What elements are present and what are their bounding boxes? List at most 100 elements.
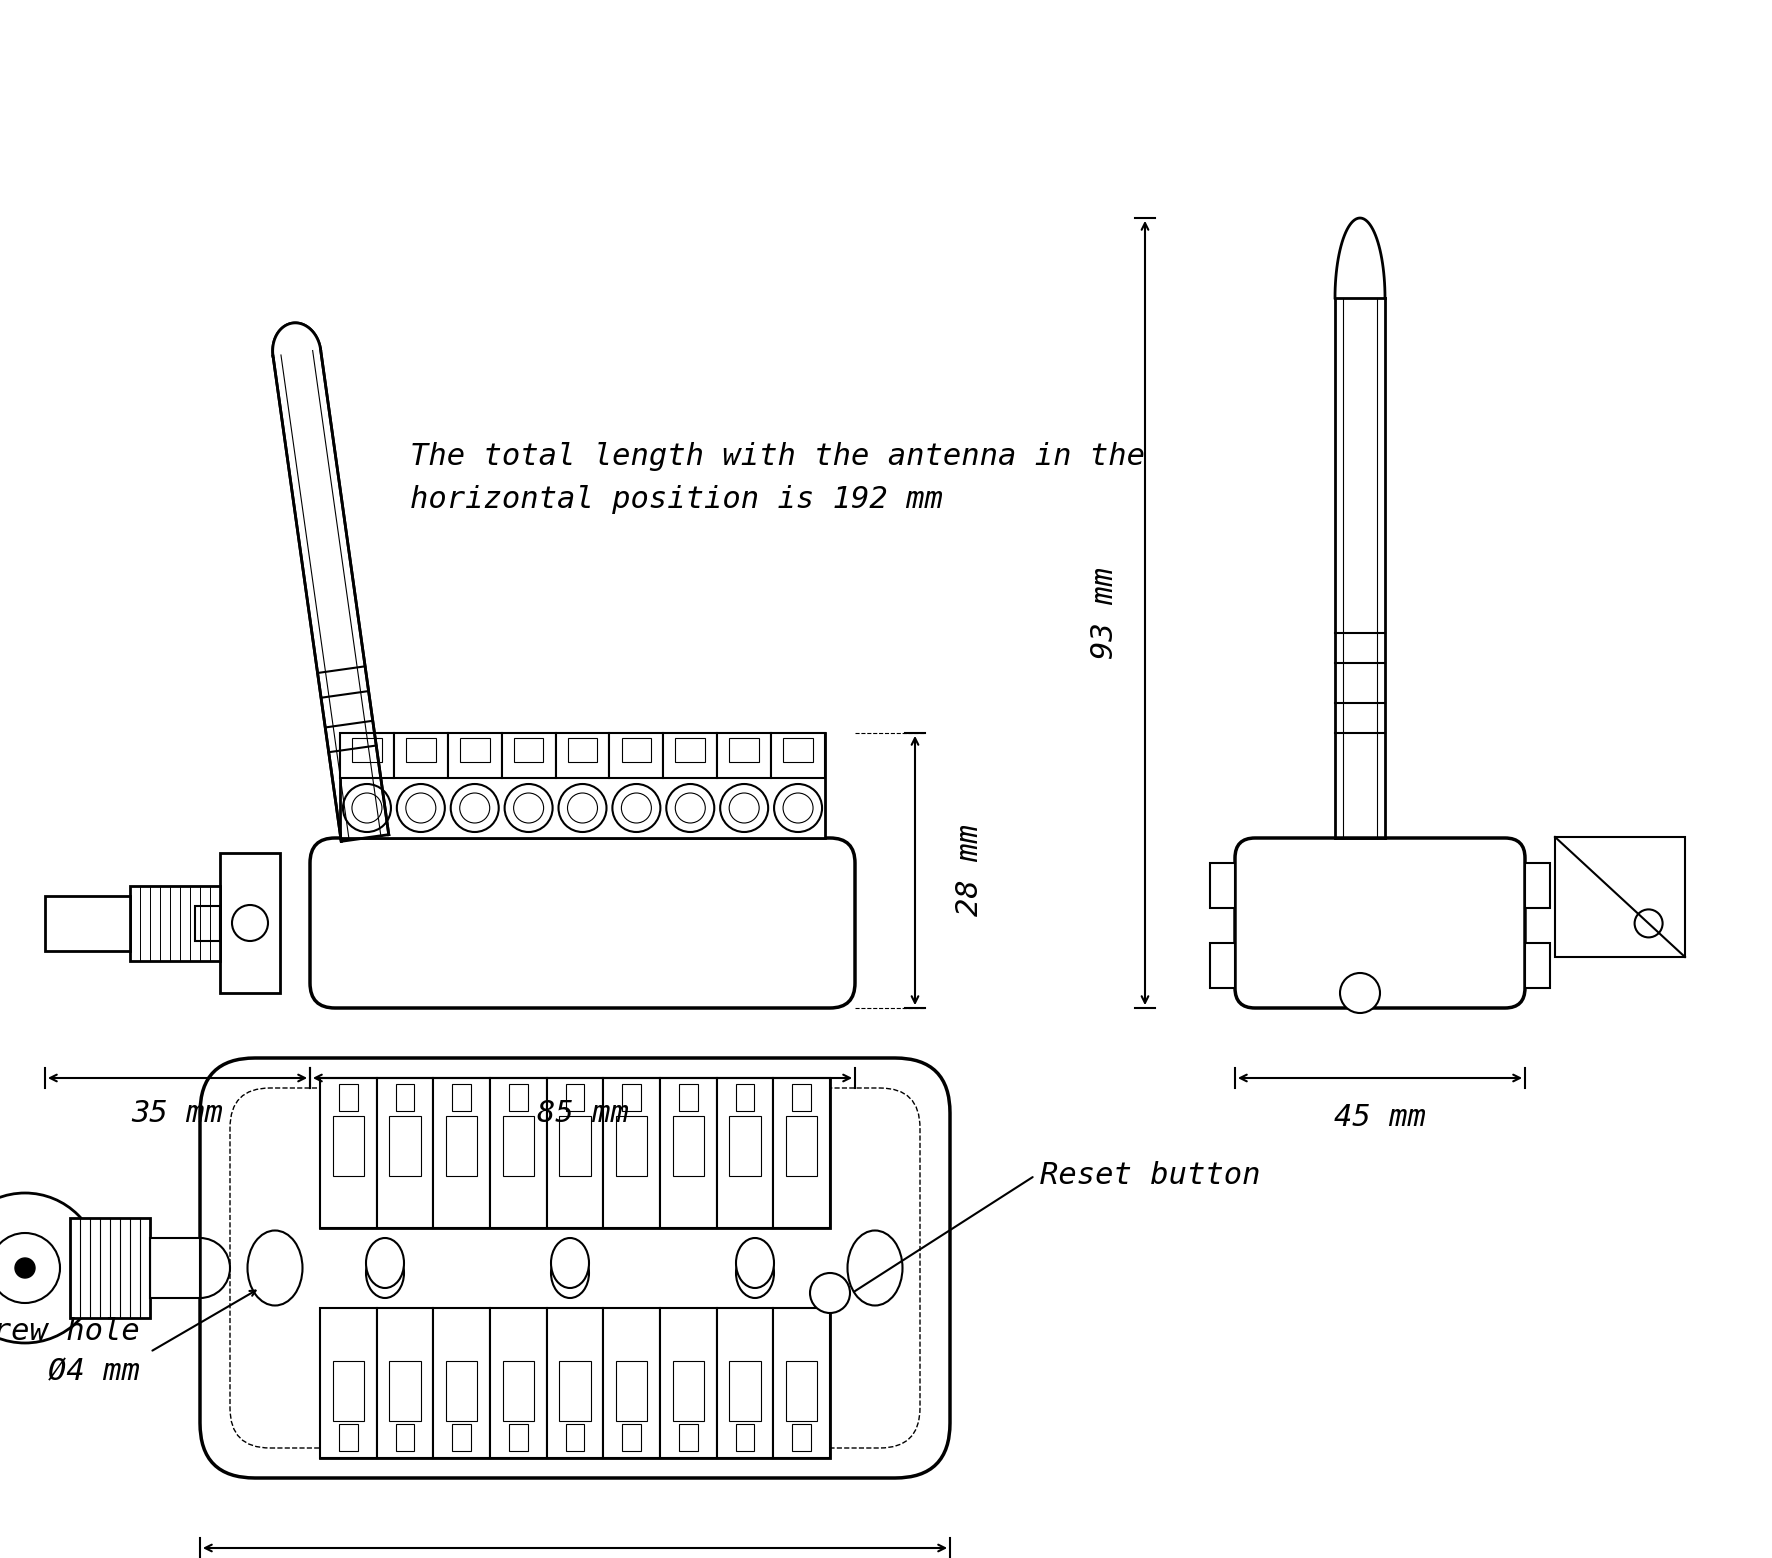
- Text: 85 mm: 85 mm: [537, 1098, 629, 1128]
- Bar: [447, 1116, 477, 1175]
- Bar: [565, 1424, 585, 1450]
- Ellipse shape: [551, 1248, 588, 1298]
- Bar: [509, 1424, 528, 1450]
- Circle shape: [613, 784, 661, 832]
- Circle shape: [567, 793, 597, 823]
- Bar: [659, 1309, 716, 1458]
- Text: 28 mm: 28 mm: [955, 824, 985, 916]
- Bar: [151, 1239, 200, 1298]
- Bar: [1556, 837, 1685, 957]
- Bar: [792, 1084, 812, 1111]
- Circle shape: [406, 793, 436, 823]
- FancyBboxPatch shape: [200, 1058, 950, 1479]
- Text: Screw hole
Ø4 mm: Screw hole Ø4 mm: [0, 1317, 140, 1387]
- Circle shape: [774, 784, 822, 832]
- Bar: [377, 1078, 434, 1228]
- Bar: [321, 1309, 829, 1458]
- Bar: [333, 1360, 363, 1421]
- Bar: [333, 1116, 363, 1175]
- Bar: [340, 732, 393, 777]
- Circle shape: [558, 784, 606, 832]
- Bar: [771, 732, 826, 777]
- Bar: [338, 1424, 358, 1450]
- Bar: [673, 1360, 703, 1421]
- Polygon shape: [273, 323, 321, 357]
- Bar: [434, 1078, 491, 1228]
- Ellipse shape: [551, 1239, 588, 1288]
- Circle shape: [728, 793, 758, 823]
- Bar: [787, 1116, 817, 1175]
- Bar: [735, 1084, 755, 1111]
- Circle shape: [783, 793, 813, 823]
- Ellipse shape: [735, 1248, 774, 1298]
- Bar: [622, 1084, 641, 1111]
- Text: Reset button: Reset button: [1040, 1161, 1260, 1190]
- Bar: [514, 737, 544, 762]
- Bar: [773, 1309, 829, 1458]
- Circle shape: [397, 784, 445, 832]
- Bar: [395, 1084, 415, 1111]
- Bar: [491, 1078, 548, 1228]
- Bar: [783, 737, 813, 762]
- Circle shape: [459, 793, 489, 823]
- Circle shape: [810, 1273, 851, 1313]
- Bar: [565, 1084, 585, 1111]
- FancyBboxPatch shape: [230, 1087, 920, 1447]
- FancyBboxPatch shape: [310, 838, 856, 1008]
- Bar: [393, 732, 448, 777]
- Bar: [567, 737, 597, 762]
- Bar: [503, 1360, 533, 1421]
- Bar: [390, 1116, 420, 1175]
- Circle shape: [719, 784, 769, 832]
- Ellipse shape: [847, 1231, 902, 1306]
- Bar: [716, 1309, 773, 1458]
- Bar: [659, 1078, 716, 1228]
- Bar: [321, 1078, 377, 1228]
- Bar: [377, 1309, 434, 1458]
- Bar: [491, 1309, 548, 1458]
- Circle shape: [450, 784, 498, 832]
- Bar: [718, 732, 771, 777]
- Bar: [556, 732, 610, 777]
- Circle shape: [666, 784, 714, 832]
- Bar: [195, 905, 220, 941]
- Bar: [602, 1309, 659, 1458]
- Text: 45 mm: 45 mm: [1334, 1103, 1426, 1133]
- Bar: [673, 1116, 703, 1175]
- Bar: [461, 737, 489, 762]
- Circle shape: [0, 1232, 60, 1302]
- Circle shape: [14, 1257, 35, 1278]
- Circle shape: [514, 793, 544, 823]
- Bar: [730, 1116, 760, 1175]
- Circle shape: [505, 784, 553, 832]
- Bar: [792, 1424, 812, 1450]
- Bar: [321, 1078, 829, 1228]
- Bar: [71, 1218, 151, 1318]
- Bar: [617, 1360, 647, 1421]
- Circle shape: [675, 793, 705, 823]
- Bar: [395, 1424, 415, 1450]
- Text: 93 mm: 93 mm: [1090, 567, 1120, 659]
- Circle shape: [1634, 910, 1662, 938]
- Bar: [129, 885, 220, 960]
- Bar: [1210, 943, 1235, 988]
- Bar: [1210, 863, 1235, 908]
- Bar: [716, 1078, 773, 1228]
- Bar: [434, 1309, 491, 1458]
- Bar: [617, 1116, 647, 1175]
- Bar: [730, 737, 758, 762]
- Bar: [663, 732, 718, 777]
- Bar: [1526, 943, 1550, 988]
- Bar: [447, 1360, 477, 1421]
- Text: The total length with the antenna in the
horizontal position is 192 mm: The total length with the antenna in the…: [409, 442, 1145, 514]
- Bar: [679, 1424, 698, 1450]
- Ellipse shape: [367, 1239, 404, 1288]
- Bar: [548, 1309, 602, 1458]
- Circle shape: [344, 784, 392, 832]
- Bar: [338, 1084, 358, 1111]
- Bar: [220, 852, 280, 992]
- Bar: [560, 1116, 590, 1175]
- Bar: [602, 1078, 659, 1228]
- Bar: [787, 1360, 817, 1421]
- Bar: [503, 1116, 533, 1175]
